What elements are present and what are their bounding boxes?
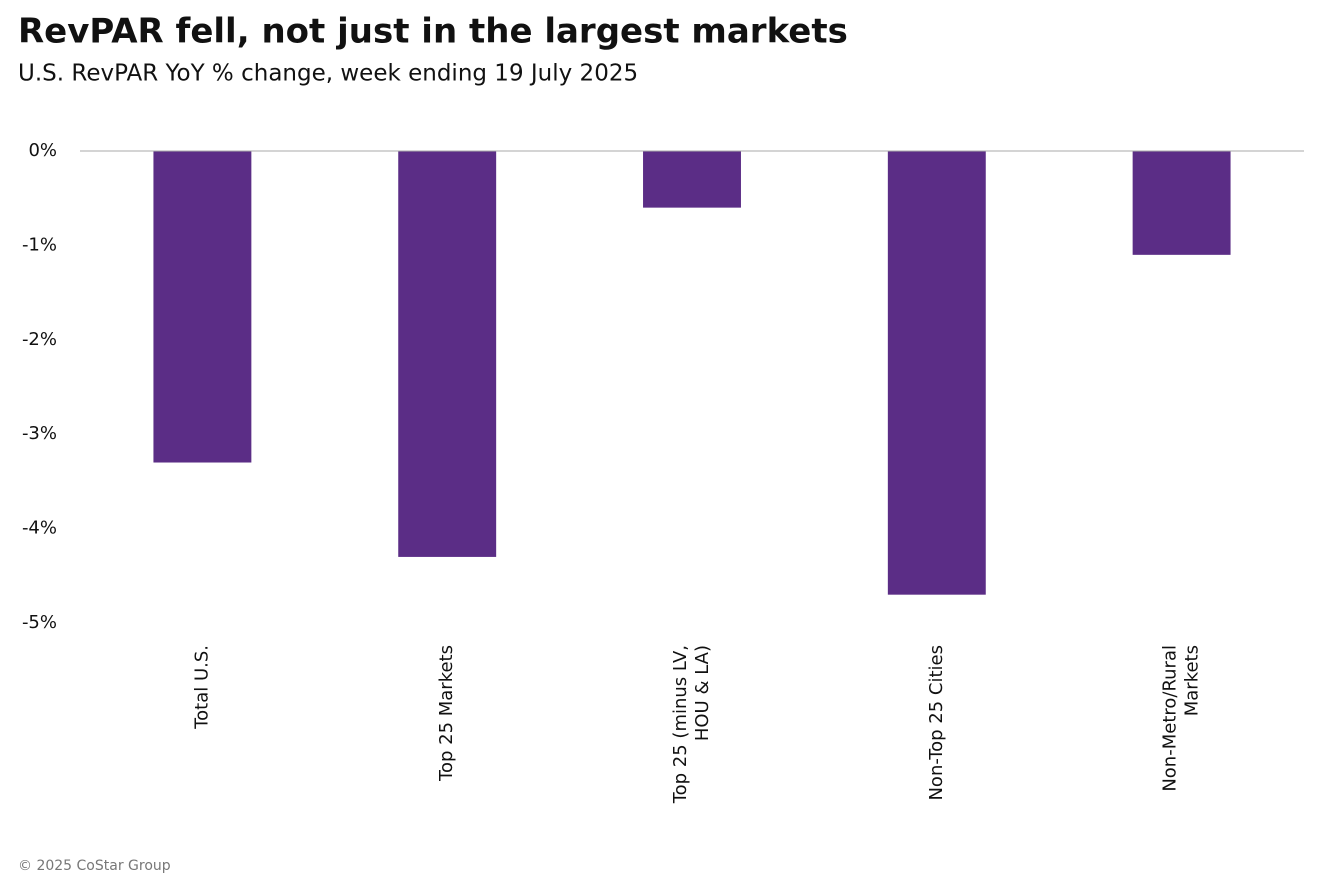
y-tick-label: -5% — [22, 612, 57, 633]
x-tick-label: Non-Metro/RuralMarkets — [1160, 645, 1203, 792]
bar — [887, 151, 986, 595]
bar — [643, 151, 741, 208]
footer: © 2025 CoStar Group — [18, 858, 171, 874]
x-tick-label: Total U.S. — [191, 645, 212, 730]
x-tick-label: Top 25 (minus LV,HOU & LA) — [670, 645, 713, 804]
bar — [398, 151, 497, 557]
chart-subtitle: U.S. RevPAR YoY % change, week ending 19… — [18, 61, 638, 87]
bar — [153, 151, 252, 463]
y-tick-label: -2% — [22, 329, 57, 350]
bar — [1132, 151, 1231, 255]
y-tick-label: -3% — [22, 423, 57, 444]
chart-title: RevPAR fell, not just in the largest mar… — [18, 12, 848, 52]
x-tick-label: Top 25 Markets — [436, 645, 457, 782]
y-tick-label: -4% — [22, 518, 57, 539]
y-tick-label: -1% — [22, 234, 57, 255]
y-tick-label: 0% — [28, 140, 57, 161]
x-tick-label: Non-Top 25 Cities — [926, 645, 947, 801]
